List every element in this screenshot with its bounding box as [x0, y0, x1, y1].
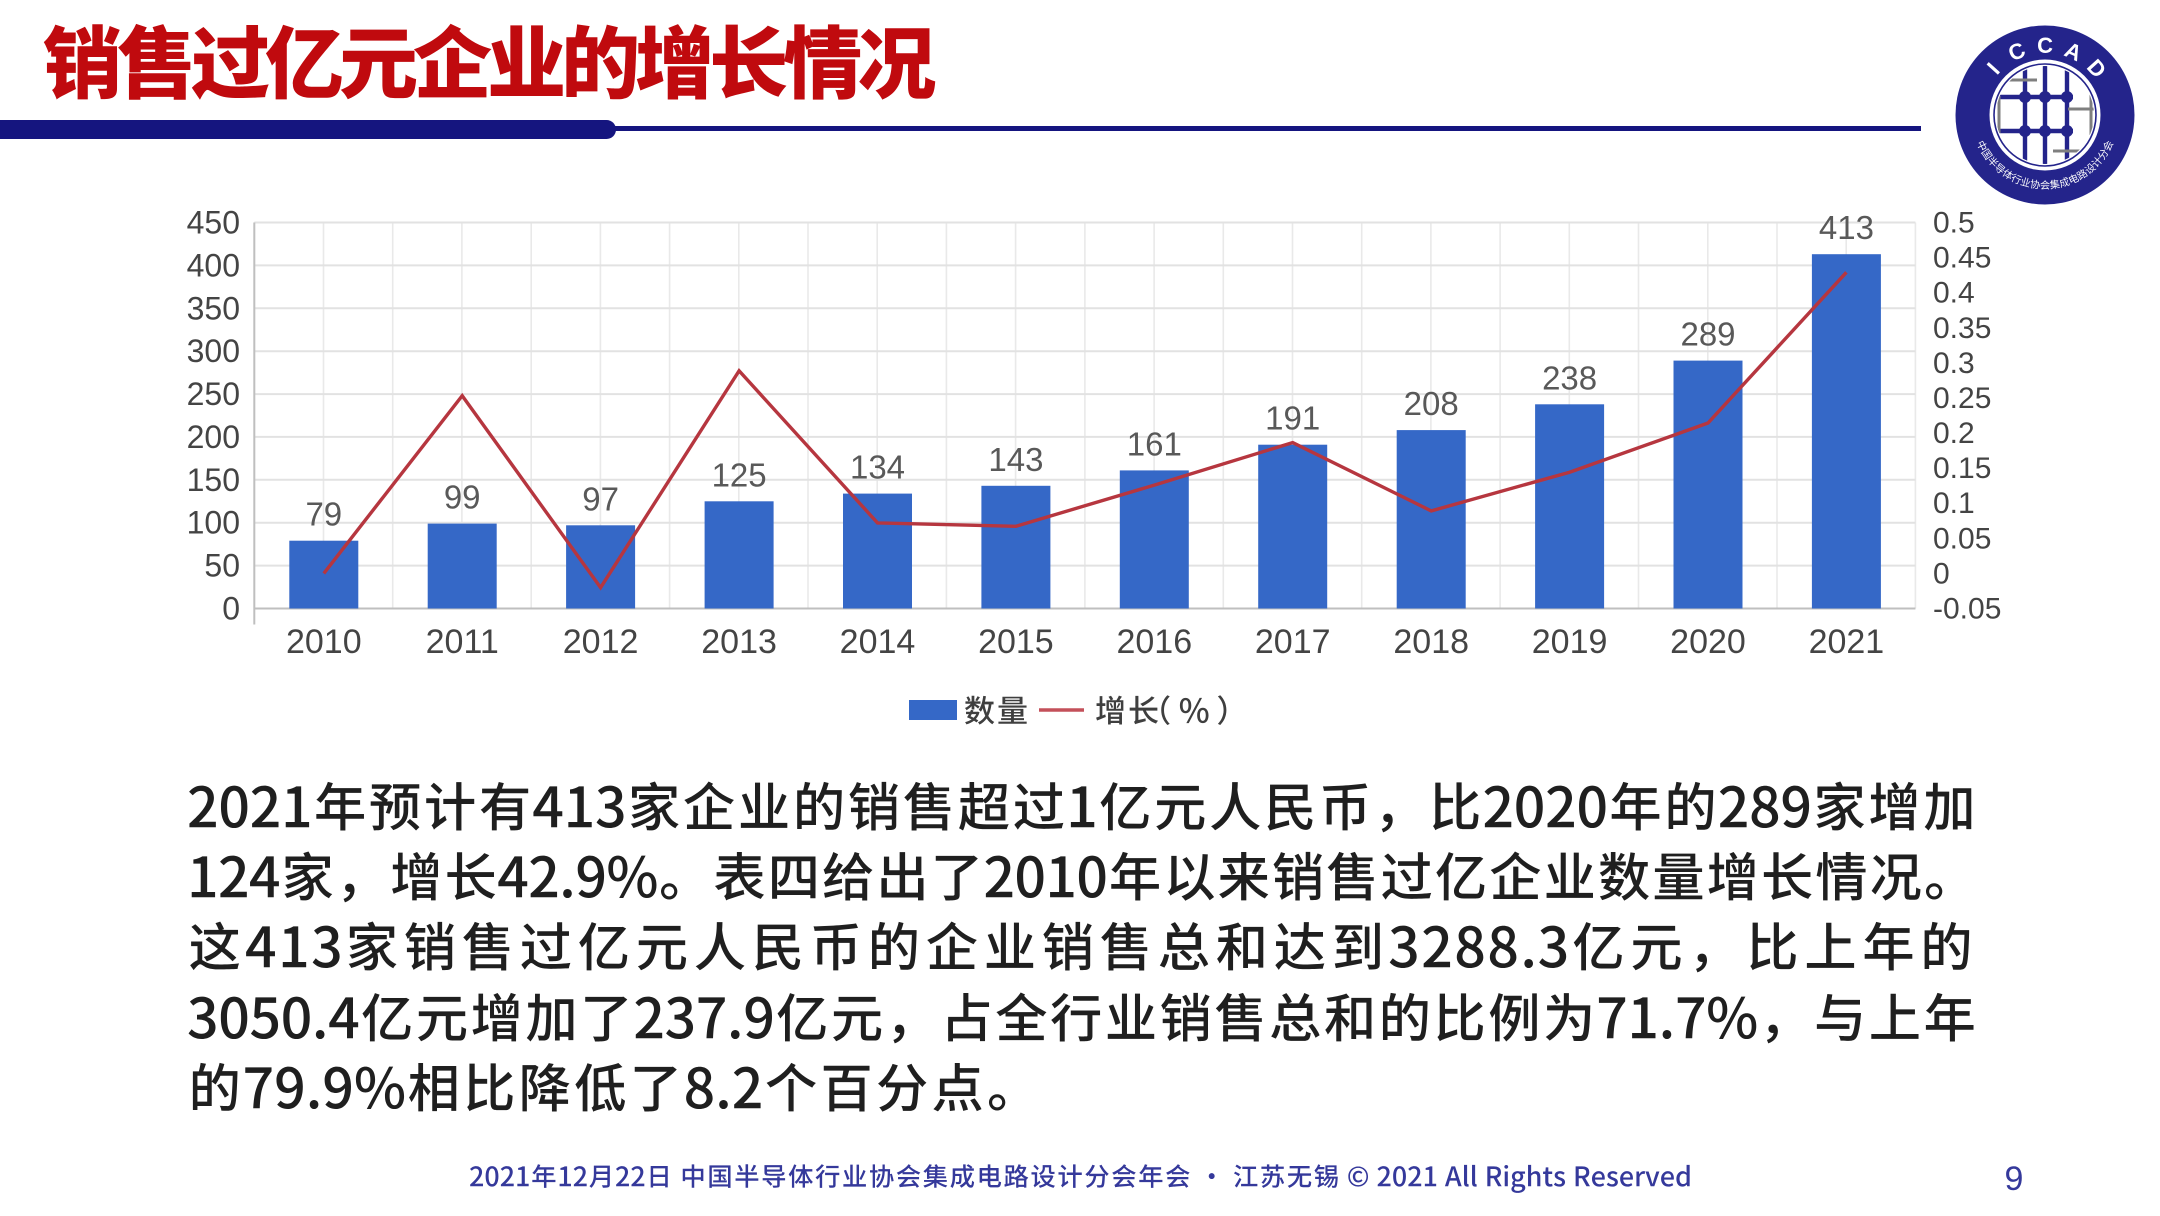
- svg-text:0: 0: [222, 591, 240, 627]
- svg-text:97: 97: [582, 480, 619, 517]
- svg-text:100: 100: [187, 505, 240, 541]
- svg-text:350: 350: [187, 290, 240, 326]
- svg-text:0.4: 0.4: [1933, 277, 1975, 310]
- svg-text:161: 161: [1127, 425, 1182, 462]
- svg-text:2010: 2010: [286, 623, 362, 661]
- svg-text:191: 191: [1265, 400, 1320, 437]
- svg-text:2020: 2020: [1670, 623, 1746, 661]
- svg-text:250: 250: [187, 376, 240, 412]
- svg-text:C: C: [2037, 33, 2053, 58]
- svg-text:99: 99: [444, 479, 481, 516]
- svg-text:2012: 2012: [563, 623, 639, 661]
- svg-text:125: 125: [712, 456, 767, 493]
- svg-text:2016: 2016: [1116, 623, 1192, 661]
- svg-text:2019: 2019: [1532, 623, 1608, 661]
- svg-text:2018: 2018: [1393, 623, 1469, 661]
- svg-text:-0.05: -0.05: [1933, 593, 2001, 626]
- svg-text:2014: 2014: [840, 623, 916, 661]
- svg-text:2013: 2013: [701, 623, 777, 661]
- svg-text:2021: 2021: [1809, 623, 1885, 661]
- svg-text:143: 143: [988, 441, 1043, 478]
- svg-text:79: 79: [305, 496, 342, 533]
- svg-text:200: 200: [187, 419, 240, 455]
- svg-text:50: 50: [204, 548, 240, 584]
- svg-text:0.1: 0.1: [1933, 487, 1975, 520]
- svg-text:0.5: 0.5: [1933, 207, 1975, 240]
- svg-text:238: 238: [1542, 359, 1597, 396]
- svg-text:2015: 2015: [978, 623, 1054, 661]
- svg-text:0.3: 0.3: [1933, 347, 1975, 380]
- svg-text:0.05: 0.05: [1933, 522, 1991, 555]
- svg-text:400: 400: [187, 247, 240, 283]
- svg-text:0: 0: [1933, 557, 1950, 590]
- svg-text:413: 413: [1819, 209, 1874, 246]
- svg-text:0.2: 0.2: [1933, 417, 1975, 450]
- svg-text:0.15: 0.15: [1933, 452, 1991, 485]
- svg-text:0.45: 0.45: [1933, 242, 1991, 275]
- svg-text:0.25: 0.25: [1933, 382, 1991, 415]
- svg-text:2017: 2017: [1255, 623, 1331, 661]
- svg-text:150: 150: [187, 462, 240, 498]
- svg-text:289: 289: [1680, 316, 1735, 353]
- svg-text:208: 208: [1404, 385, 1459, 422]
- svg-text:300: 300: [187, 333, 240, 369]
- svg-text:2011: 2011: [426, 623, 499, 661]
- svg-text:450: 450: [187, 205, 240, 241]
- svg-text:134: 134: [850, 449, 905, 486]
- svg-text:0.35: 0.35: [1933, 312, 1991, 345]
